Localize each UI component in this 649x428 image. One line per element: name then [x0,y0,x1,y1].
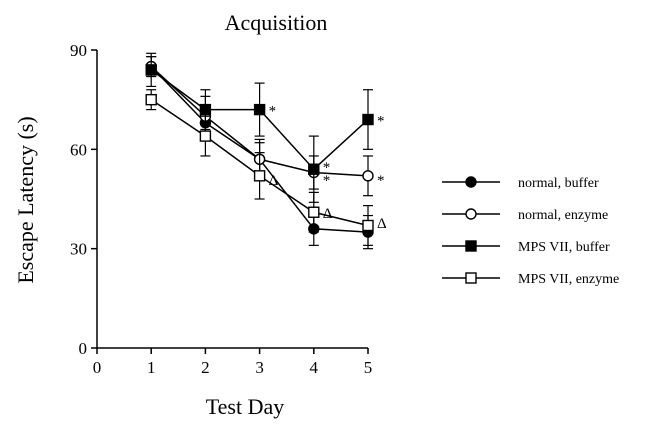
legend-label: MPS VII, buffer [518,240,610,255]
data-point [362,170,374,182]
data-point [253,103,266,116]
legend-item: MPS VII, enzyme [442,272,619,287]
data-point [362,113,374,126]
significance-mark: * [377,114,385,130]
series-3 [145,52,374,203]
x-axis-label: Test Day [206,394,285,419]
y-tick-label: 30 [70,240,87,259]
data-point [362,219,374,232]
x-tick-label: 2 [201,358,210,377]
axes: 0 1 2 3 4 5 0 30 60 90 [70,41,372,377]
data-point [145,64,157,76]
significance-mark: * [323,173,331,189]
y-tick-label: 60 [70,140,87,159]
y-tick-label: 0 [79,339,88,358]
data-point [308,206,320,218]
data-point [253,170,266,182]
significance-mark: * [269,104,277,120]
data-point [145,93,157,106]
significance-mark: Δ [323,206,333,222]
y-axis-label: Escape Latency (s) [13,116,38,283]
significance-mark: Δ [269,173,279,189]
x-tick-label: 3 [255,358,264,377]
significance-mark: * [377,173,385,189]
legend-marker [465,208,477,220]
legend-label: MPS VII, enzyme [518,272,619,287]
data-point [199,103,212,116]
plot-area [145,52,374,250]
legend-item: MPS VII, buffer [442,240,610,255]
legend-label: normal, enzyme [518,208,608,223]
x-tick-label: 0 [93,358,102,377]
legend-label: normal, buffer [518,176,599,191]
legend: normal, buffer normal, enzyme MPS VII, buf… [442,176,619,287]
data-point [308,163,320,175]
legend-marker [465,272,477,284]
chart-title: Acquisition [225,10,328,35]
data-point [199,130,212,142]
series-4 [145,89,374,246]
legend-marker [465,176,477,188]
y-tick-label: 90 [70,41,87,60]
x-tick-label: 5 [364,358,373,377]
x-tick-label: 4 [310,358,319,377]
legend-item: normal, enzyme [442,208,608,223]
legend-item: normal, buffer [442,176,599,191]
legend-marker [465,240,477,252]
significance-mark: * [323,160,331,176]
annotations: *****ΔΔΔ [269,104,387,233]
x-tick-label: 1 [147,358,156,377]
significance-mark: Δ [377,216,387,232]
